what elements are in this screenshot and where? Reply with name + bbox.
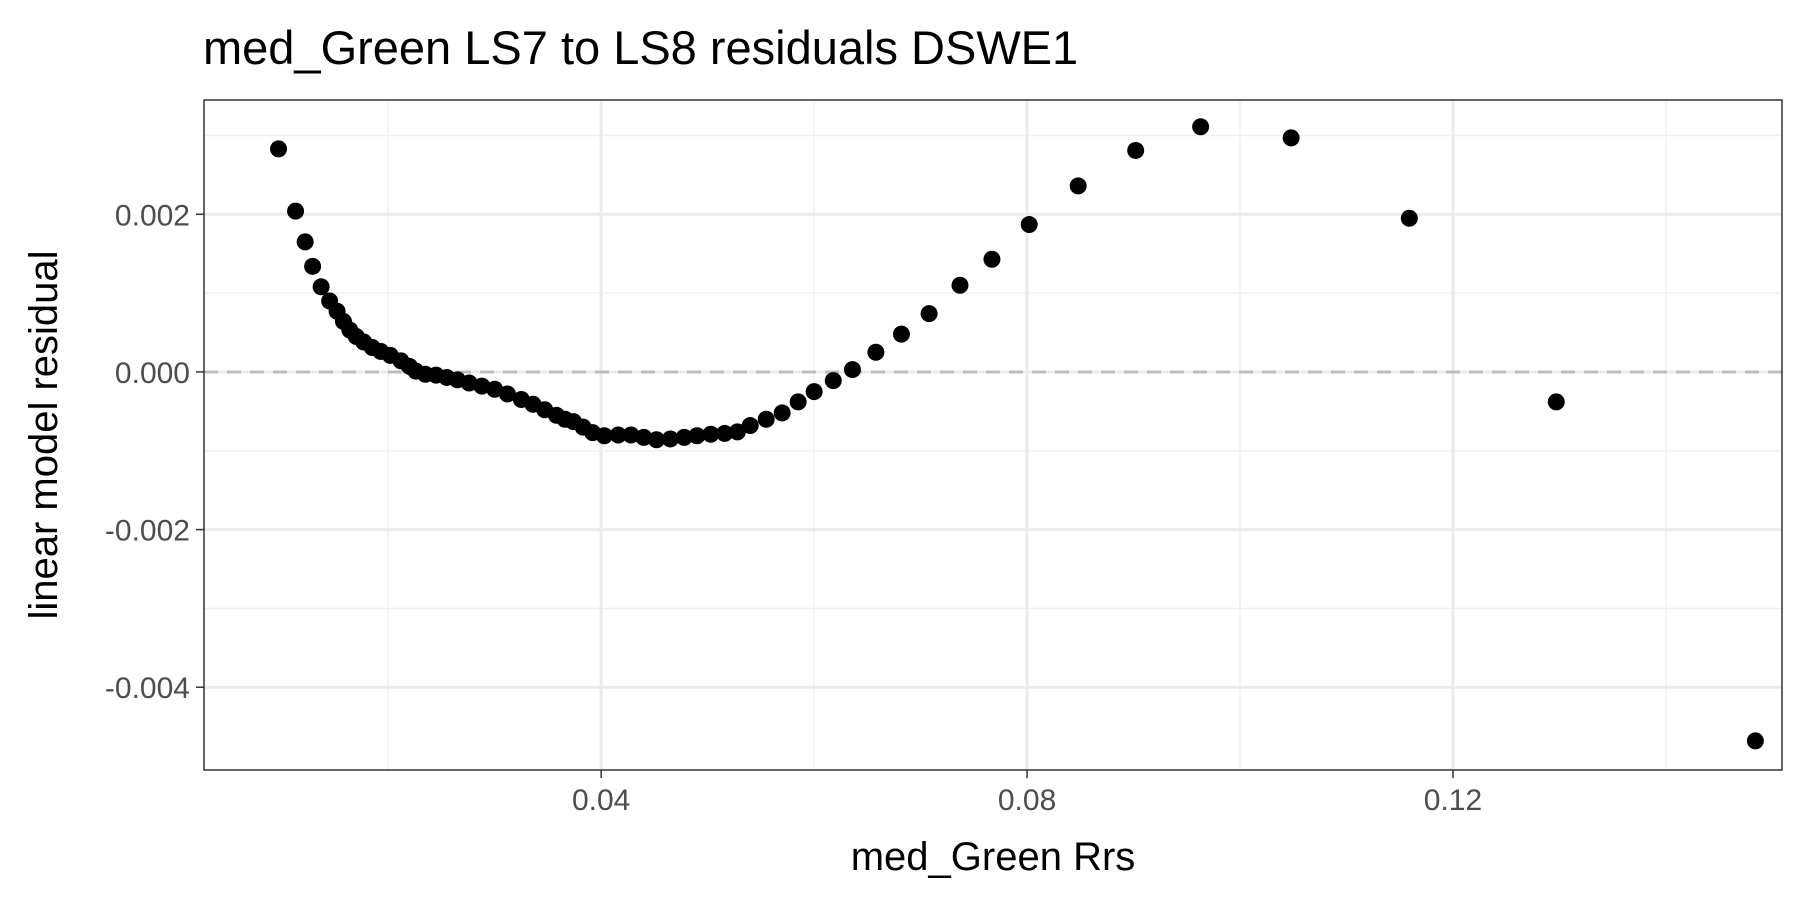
data-point [661,430,679,448]
y-tick-label: 0.002 [115,199,190,232]
data-point [983,250,1001,268]
data-point [1127,141,1145,159]
data-point [296,233,314,251]
y-tick-label: 0.000 [115,357,190,390]
x-tick-label: 0.12 [1424,784,1482,817]
data-point [757,410,775,428]
data-point [304,257,322,275]
data-point [1282,129,1300,147]
data-point [635,428,653,446]
data-point [1069,177,1087,195]
data-point [498,385,516,403]
x-tick-label: 0.04 [572,784,630,817]
data-point [867,343,885,361]
x-axis-title: med_Green Rrs [851,835,1136,879]
data-point [312,278,330,296]
data-point [473,377,491,395]
data-point [622,426,640,444]
data-point [892,325,910,343]
data-point [270,140,288,158]
data-point [688,427,706,445]
minor-gridlines [204,100,1782,770]
x-tick-label: 0.08 [998,784,1056,817]
data-point [951,276,969,294]
major-gridlines [204,100,1782,770]
data-point [728,423,746,441]
data-point [1400,209,1418,227]
data-point [648,431,666,449]
data-point [287,202,305,220]
y-tick-label: -0.004 [105,672,190,705]
data-point [805,383,823,401]
data-point [675,428,693,446]
data-point [843,361,861,379]
data-point [824,372,842,390]
y-axis: 0.002 0.000 -0.002 -0.004 [105,199,204,705]
chart-title: med_Green LS7 to LS8 residuals DSWE1 [203,21,1078,74]
data-point [702,425,720,443]
data-point [595,427,613,445]
data-point [1746,732,1764,750]
data-point [741,417,759,435]
x-axis: 0.04 0.08 0.12 [572,770,1482,817]
data-point [1547,393,1565,411]
y-axis-title: linear model residual [22,250,66,619]
data-point [609,426,627,444]
plot-panel-border [203,99,1783,771]
y-tick-label: -0.002 [105,515,190,548]
data-point [716,424,734,442]
data-point [1192,118,1210,136]
data-point [460,374,478,392]
data-point [920,305,938,323]
data-point [789,393,807,411]
data-point [1020,216,1038,234]
data-point [486,380,504,398]
data-points [270,118,1764,750]
data-point [773,404,791,422]
